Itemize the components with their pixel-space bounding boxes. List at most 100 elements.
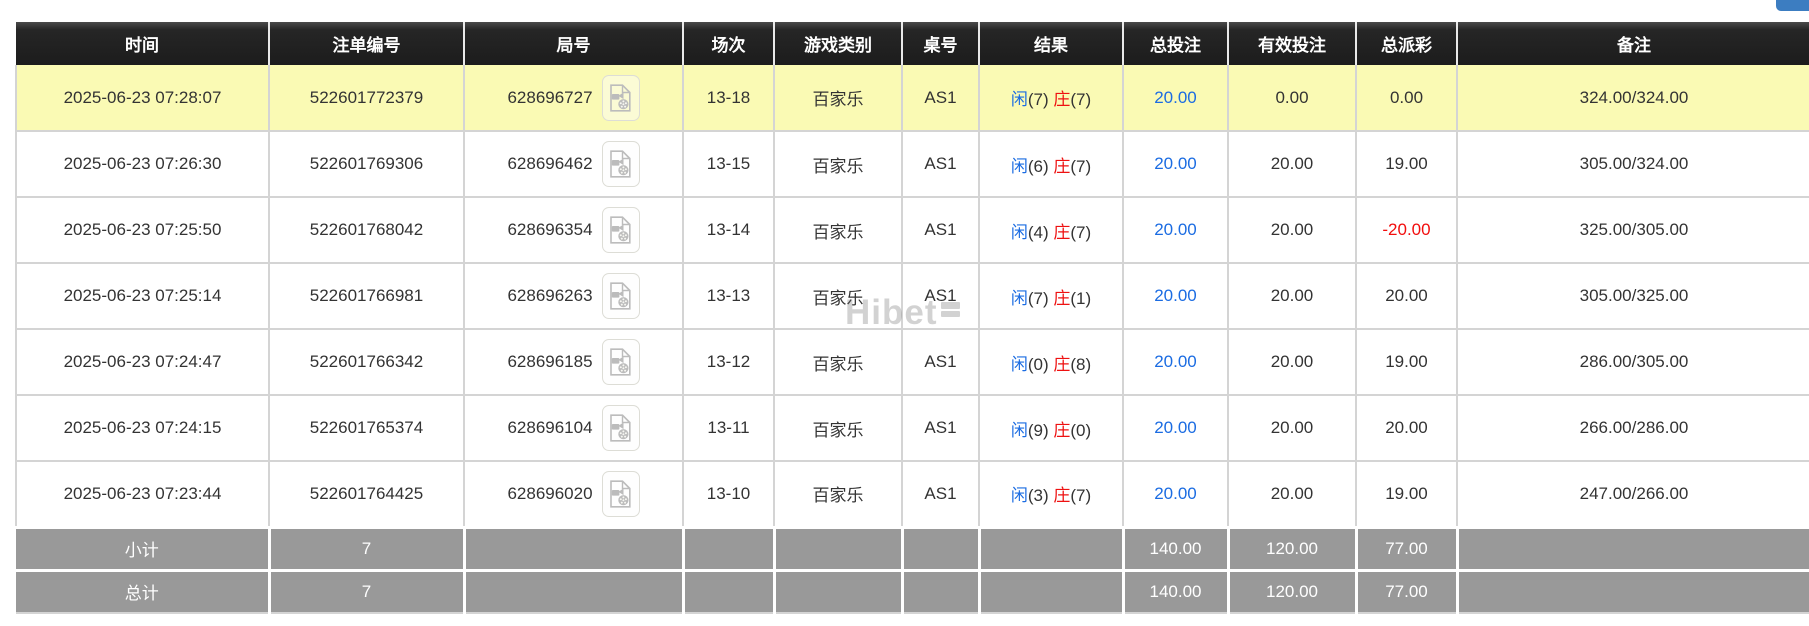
banker-score: (0) [1070,420,1092,440]
game-type-cell: 百家乐 [773,460,903,527]
player-label: 闲 [1010,90,1028,109]
payout-cell: 19.00 [1355,328,1458,395]
summary-count-cell: 7 [267,568,466,614]
bet-id-cell: 522601764425 [268,460,465,527]
result-cell: 闲(6) 庄(7) [978,130,1124,197]
valid-bet-cell: 20.00 [1227,394,1357,461]
remark-cell: 324.00/324.00 [1456,65,1809,131]
time-cell: 2025-06-23 07:26:30 [15,130,270,197]
player-score: (3) [1027,486,1054,506]
banker-label: 庄 [1053,90,1071,109]
column-header-valid_bet: 有效投注 [1227,22,1356,65]
column-header-session: 场次 [682,22,774,65]
summary-empty-session [681,568,776,614]
table-no-cell: AS1 [901,394,980,461]
column-header-remark: 备注 [1456,22,1809,65]
round-group: 628696354 [507,207,640,253]
round-group: 628696727 [507,74,640,121]
game-type-cell: 百家乐 [773,65,903,131]
video-replay-button[interactable] [601,273,640,319]
game-type-cell: 百家乐 [773,130,903,197]
round-cell: 628696185 [463,328,684,395]
bet-id-cell: 522601766342 [268,328,465,395]
round-number: 628696185 [507,352,593,371]
round-cell: 628696354 [463,196,684,263]
session-cell: 13-13 [682,262,775,329]
game-type-cell: 百家乐 [773,196,903,263]
video-file-icon [610,282,631,310]
player-score: (0) [1027,354,1054,374]
column-header-table_no: 桌号 [901,22,979,65]
round-cell: 628696104 [463,394,684,461]
bet-row: 2025-06-23 07:24:47 522601766342 628696185… [15,328,1809,395]
round-number: 628696263 [507,286,593,305]
table-no-cell: AS1 [901,196,980,263]
summary-empty-remark [1455,525,1809,572]
valid-bet-cell: 20.00 [1227,196,1357,263]
total-bet-cell: 20.00 [1122,262,1229,329]
result-cell: 闲(7) 庄(1) [978,262,1124,329]
bet-row: 2025-06-23 07:25:14 522601766981 628696263… [15,262,1809,329]
player-label: 闲 [1010,486,1028,506]
video-replay-button[interactable] [601,74,640,121]
column-header-total_bet: 总投注 [1122,22,1228,65]
round-number: 628696462 [507,154,593,173]
summary-empty-game [772,525,904,572]
remark-cell: 305.00/325.00 [1456,262,1809,329]
payout-cell: 19.00 [1355,460,1458,527]
summary-label-cell: 总计 [16,568,271,614]
banker-label: 庄 [1053,288,1071,308]
column-header-bet_id: 注单编号 [268,22,464,65]
video-file-icon [610,150,631,178]
payout-cell: -20.00 [1355,196,1458,263]
table-no-cell: AS1 [901,262,980,329]
player-score: (4) [1027,222,1054,242]
player-score: (7) [1027,90,1054,109]
banker-label: 庄 [1053,420,1071,440]
column-header-game: 游戏类别 [773,22,902,65]
banker-label: 庄 [1053,354,1071,374]
video-replay-button[interactable] [601,405,640,451]
video-replay-button[interactable] [601,470,640,517]
round-cell: 628696020 [463,460,684,527]
video-replay-button[interactable] [601,339,640,385]
banker-label: 庄 [1053,156,1071,176]
round-cell: 628696727 [463,65,684,131]
total-bet-cell: 20.00 [1122,196,1229,263]
remark-cell: 286.00/305.00 [1456,328,1809,395]
cutoff-blue-button[interactable] [1776,0,1809,11]
time-cell: 2025-06-23 07:28:07 [15,65,270,131]
valid-bet-cell: 20.00 [1227,130,1357,197]
result-cell: 闲(4) 庄(7) [978,196,1124,263]
summary-empty-round [462,525,685,572]
video-replay-button[interactable] [601,141,640,187]
round-group: 628696104 [507,405,640,451]
bet-id-cell: 522601769306 [268,130,465,197]
summary-total-bet-cell: 140.00 [1121,568,1230,614]
result-cell: 闲(9) 庄(0) [978,394,1124,461]
player-score: (9) [1027,420,1054,440]
summary-total-bet-cell: 140.00 [1121,525,1230,572]
bet-id-cell: 522601772379 [268,65,465,131]
column-header-payout: 总派彩 [1355,22,1457,65]
table-no-cell: AS1 [901,328,980,395]
table-no-cell: AS1 [901,130,980,197]
video-replay-button[interactable] [601,207,640,253]
player-label: 闲 [1010,156,1028,176]
summary-empty-result [977,525,1125,572]
header-row: 时间 注单编号 局号 场次 游戏类别 桌号 结果 总投注 有效投注 总派彩 备注 [16,22,1809,65]
summary-empty-game [772,568,904,614]
banker-score: (7) [1070,222,1092,242]
summary-empty-round [462,568,685,614]
column-header-round: 局号 [463,22,683,65]
round-number: 628696727 [507,87,593,107]
banker-score: (7) [1070,156,1092,176]
game-type-cell: 百家乐 [773,394,903,461]
bet-records-table-wrap: 时间 注单编号 局号 场次 游戏类别 桌号 结果 总投注 有效投注 总派彩 备注 2025-06-2… [15,22,1809,614]
video-file-icon [610,83,631,112]
grand-total-row: 总计 7 140.00 120.00 77.00 [16,568,1809,614]
total-bet-cell: 20.00 [1122,130,1229,197]
remark-cell: 305.00/324.00 [1456,130,1809,197]
bet-id-cell: 522601765374 [268,394,465,461]
summary-empty-session [681,525,776,572]
